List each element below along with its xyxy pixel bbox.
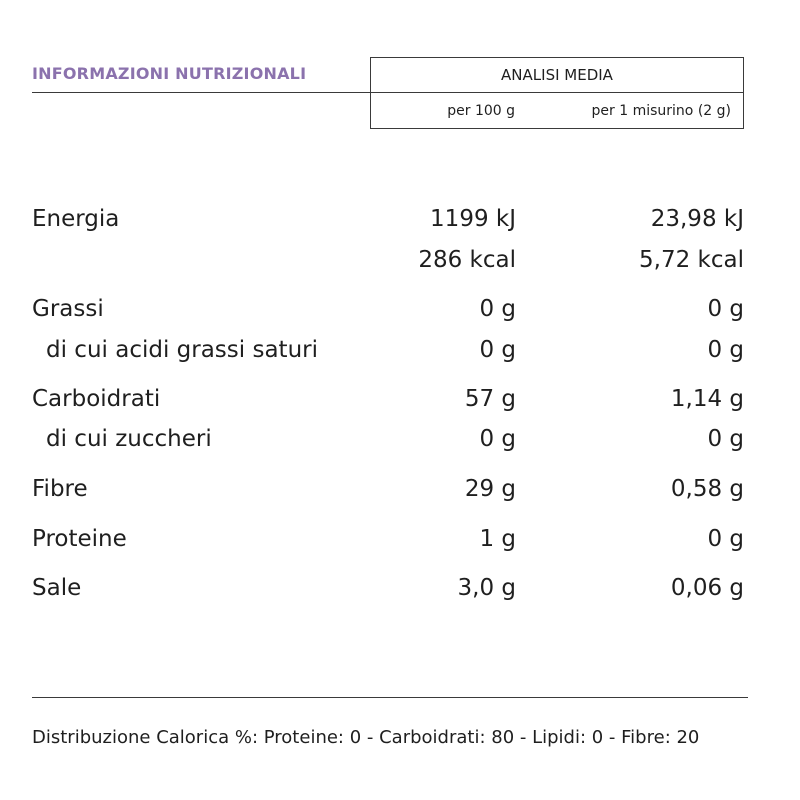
value-energia-kcal-per-100g: 286 kcal [418, 247, 516, 273]
value-fibre-per-serving: 0,58 g [670, 476, 744, 502]
row-label-grassi-saturi: di cui acidi grassi saturi [46, 337, 318, 363]
nutrition-heading: INFORMAZIONI NUTRIZIONALI [32, 64, 307, 83]
value-grassi-saturi-per-serving: 0 g [707, 337, 744, 363]
value-grassi-per-100g: 0 g [479, 296, 516, 322]
row-label-proteine: Proteine [32, 526, 127, 552]
value-sale-per-serving: 0,06 g [670, 575, 744, 601]
value-grassi-saturi-per-100g: 0 g [479, 337, 516, 363]
value-proteine-per-100g: 1 g [479, 526, 516, 552]
analysis-header-box: ANALISI MEDIA per 100 g per 1 misurino (… [370, 57, 744, 129]
value-energia-kj-per-100g: 1199 kJ [430, 206, 516, 232]
row-label-sale: Sale [32, 575, 82, 601]
value-fibre-per-100g: 29 g [464, 476, 516, 502]
footer-divider [32, 697, 748, 698]
row-label-zuccheri: di cui zuccheri [46, 426, 212, 452]
value-carboidrati-per-100g: 57 g [464, 386, 516, 412]
row-label-carboidrati: Carboidrati [32, 386, 161, 412]
value-carboidrati-per-serving: 1,14 g [670, 386, 744, 412]
value-grassi-per-serving: 0 g [707, 296, 744, 322]
value-zuccheri-per-100g: 0 g [479, 426, 516, 452]
value-sale-per-100g: 3,0 g [457, 575, 517, 601]
value-zuccheri-per-serving: 0 g [707, 426, 744, 452]
analysis-title: ANALISI MEDIA [371, 58, 743, 93]
value-energia-kj-per-serving: 23,98 kJ [650, 206, 744, 232]
value-energia-kcal-per-serving: 5,72 kcal [639, 247, 744, 273]
column-header-per-serving: per 1 misurino (2 g) [591, 103, 731, 119]
row-label-grassi: Grassi [32, 296, 104, 322]
column-header-per-100g: per 100 g [447, 103, 515, 119]
caloric-distribution-note: Distribuzione Calorica %: Proteine: 0 - … [32, 727, 700, 748]
value-proteine-per-serving: 0 g [707, 526, 744, 552]
row-label-energia: Energia [32, 206, 120, 232]
row-label-fibre: Fibre [32, 476, 88, 502]
heading-divider [32, 92, 370, 93]
